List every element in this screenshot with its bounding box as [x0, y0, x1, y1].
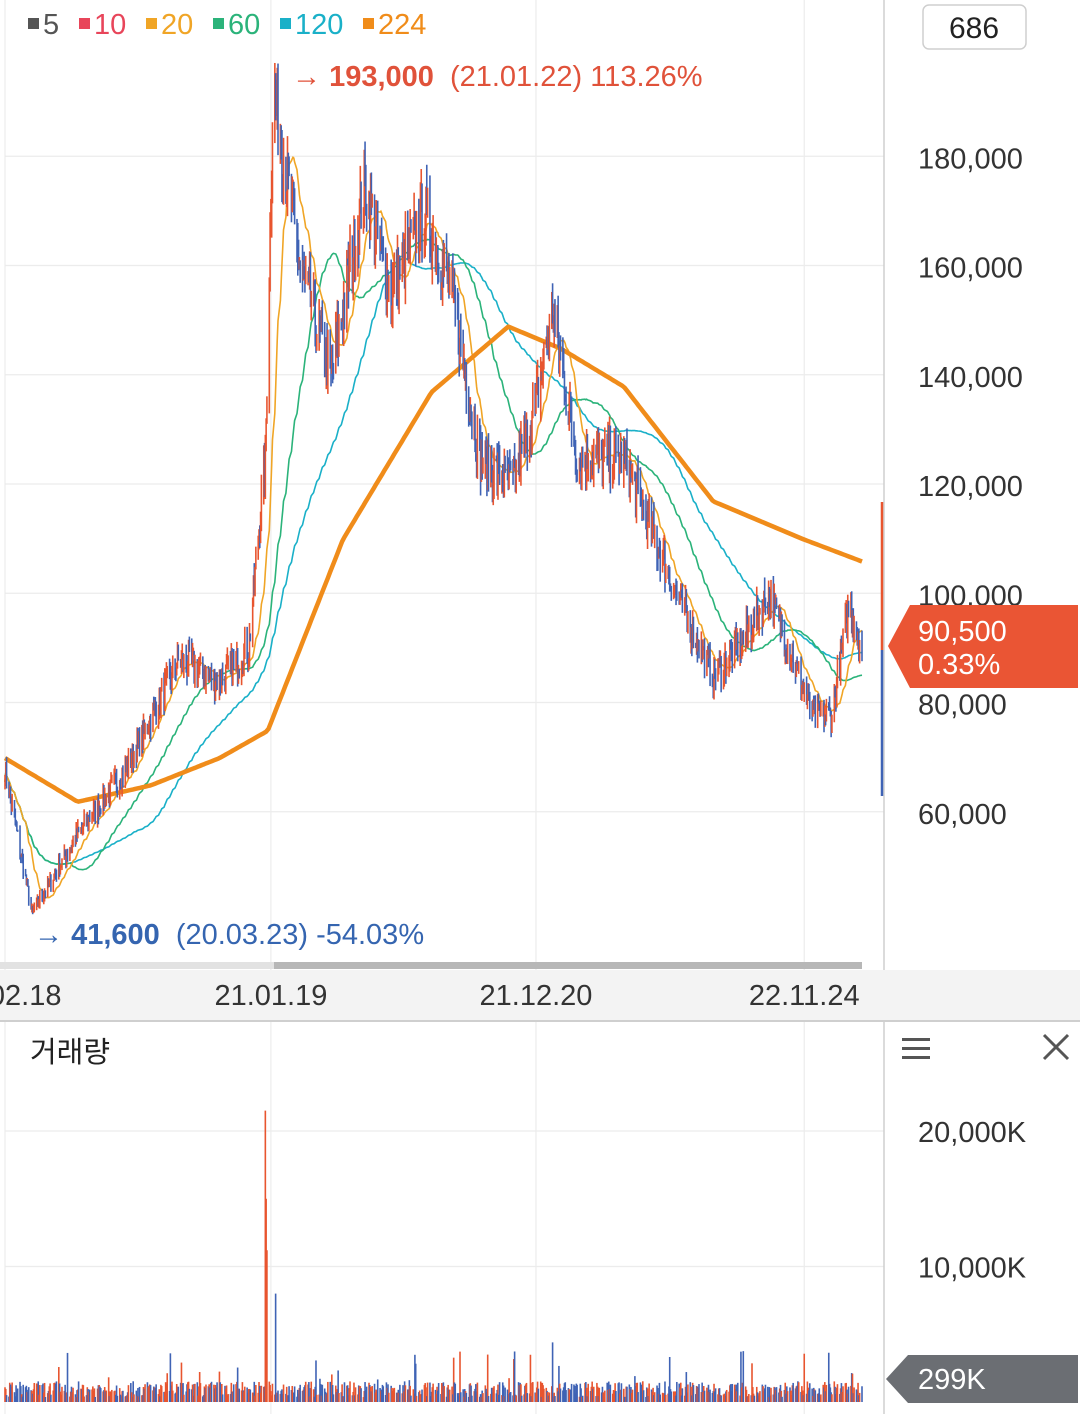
low-arrow: → [34, 919, 63, 951]
volume-panel-title: 거래량 [30, 1037, 110, 1069]
current-volume-value: 299K [918, 1364, 986, 1396]
price-tick-label: 160,000 [918, 253, 1023, 285]
current-price-value: 90,500 [918, 616, 1007, 648]
date-tick-label: 20.02.18 [0, 980, 61, 1012]
moving-averages [3, 156, 863, 899]
legend-label: 224 [378, 9, 426, 41]
price-tick-label: 60,000 [918, 799, 1007, 831]
legend-swatch [363, 18, 374, 29]
hamburger-menu-icon[interactable] [902, 1038, 930, 1059]
current-price-badge-shape [888, 605, 1078, 688]
legend-swatch [213, 18, 224, 29]
volume-y-axis: 20,000K 10,000K [918, 1117, 1027, 1285]
price-y-axis: 180,000160,000140,000120,000100,00080,00… [918, 143, 1023, 831]
high-detail: (21.01.22) 113.26% [450, 61, 703, 93]
current-volume-badge: 299K [886, 1355, 1078, 1403]
price-tick-label: 140,000 [918, 362, 1023, 394]
legend-label: 5 [43, 9, 59, 41]
high-arrow: → [292, 61, 321, 93]
legend-label: 60 [228, 9, 260, 41]
low-value: 41,600 [71, 919, 160, 951]
legend-swatch [28, 18, 39, 29]
high-value: 193,000 [329, 61, 434, 93]
current-volume-badge-shape [886, 1355, 1078, 1403]
legend-swatch [280, 18, 291, 29]
timeline-scroll-thumb[interactable] [274, 962, 862, 969]
x-axis-band [0, 970, 1080, 1020]
period-badge-box[interactable] [922, 4, 1027, 50]
price-tick-label: 180,000 [918, 143, 1023, 175]
period-badge-text[interactable]: 686 [949, 12, 999, 45]
low-detail: (20.03.23) -54.03% [176, 919, 424, 951]
date-tick-label: 22.11.24 [749, 980, 860, 1012]
date-x-axis: 20.02.18 21.01.19 21.12.20 22.11.24 [0, 980, 860, 1012]
legend-label: 20 [161, 9, 193, 41]
chart-legend: 5 10 20 60 120 224 [28, 9, 426, 41]
candles [4, 62, 863, 915]
ma60-line [4, 238, 863, 871]
date-tick-label: 21.12.20 [480, 980, 593, 1012]
volume-bars [4, 1110, 863, 1402]
volume-tick-label: 20,000K [918, 1117, 1027, 1149]
legend-swatch [146, 18, 157, 29]
legend-label: 10 [94, 9, 126, 41]
ma224-line [3, 324, 863, 804]
close-icon[interactable] [1042, 1033, 1070, 1061]
current-price-change: 0.33% [918, 649, 1000, 681]
high-annotation: → 193,000 (21.01.22) 113.26% [292, 61, 703, 93]
legend-label: 120 [295, 9, 343, 41]
low-annotation: → 41,600 (20.03.23) -54.03% [34, 919, 424, 951]
volume-tick-label: 10,000K [918, 1253, 1027, 1285]
grid-layer [4, 0, 884, 1414]
date-tick-label: 21.01.19 [214, 980, 327, 1012]
legend-swatch [79, 18, 90, 29]
current-price-badge: 90,500 0.33% [880, 502, 1078, 796]
price-tick-label: 120,000 [918, 471, 1023, 503]
price-tick-label: 80,000 [918, 690, 1007, 722]
